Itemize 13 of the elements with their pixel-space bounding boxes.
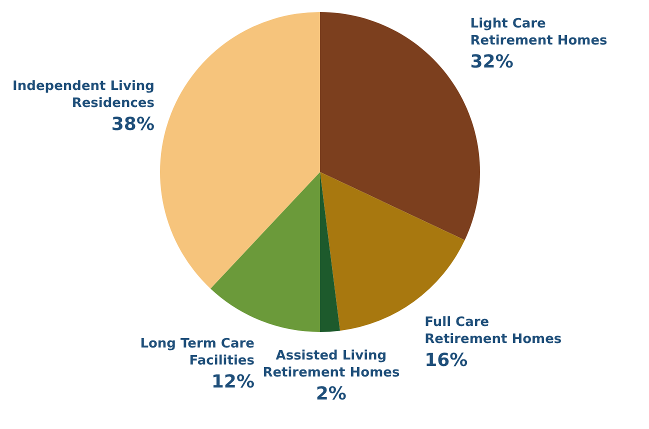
slice-label: Independent Living Residences [12,78,155,111]
pie-slice [320,172,340,332]
pie-slice [160,12,320,289]
data-label: 32% [470,52,514,73]
pie-slice [210,172,320,332]
slice-label: Assisted Living Retirement Homes [262,348,400,381]
slice-label: Long Term Care Facilities [140,336,255,368]
data-label: 2% [316,384,346,405]
slice-label: Full Care Retirement Homes [424,315,562,348]
data-label: 12% [211,372,254,392]
data-label: 38% [111,114,154,135]
slice-label: Light Care Retirement Homes [470,16,608,49]
data-label: 16% [424,350,468,372]
